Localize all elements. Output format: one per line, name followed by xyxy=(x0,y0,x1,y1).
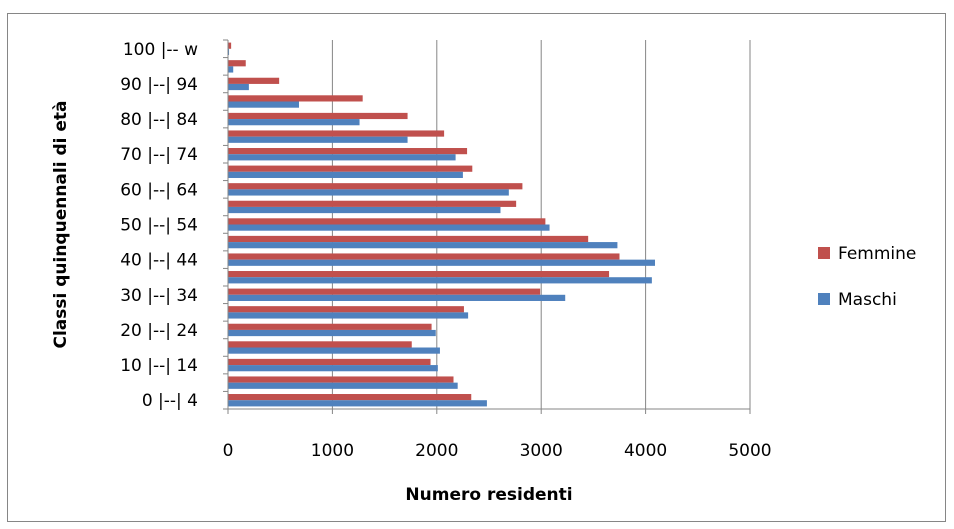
bar-maschi-12 xyxy=(228,189,509,196)
x-tick-label-3000: 3000 xyxy=(520,441,563,461)
bar-maschi-6 xyxy=(228,294,566,301)
x-tick-label-4000: 4000 xyxy=(624,441,667,461)
bar-femmine-8 xyxy=(228,253,620,260)
bar-femmine-2 xyxy=(228,358,431,366)
bar-maschi-0 xyxy=(228,400,487,407)
y-tick-label-8: 40 |--| 44 xyxy=(120,251,198,271)
y-tick-label-0: 0 |--| 4 xyxy=(142,391,198,411)
bar-femmine-14 xyxy=(228,148,468,155)
y-tick-label-4: 20 |--| 24 xyxy=(120,321,198,341)
y-tick-label-14: 70 |--| 74 xyxy=(120,145,198,165)
bar-maschi-7 xyxy=(228,277,652,284)
bar-femmine-3 xyxy=(228,341,412,348)
x-tick-label-5000: 5000 xyxy=(728,441,771,461)
bar-maschi-3 xyxy=(228,347,440,354)
bar-femmine-6 xyxy=(228,288,541,295)
y-tick-label-2: 10 |--| 14 xyxy=(120,356,198,376)
bar-femmine-7 xyxy=(228,271,610,278)
y-tick-label-20: 100 |-- w xyxy=(123,40,198,60)
y-axis-title: Classi quinquennali di età xyxy=(51,100,71,348)
x-tick-label-1000: 1000 xyxy=(311,441,354,461)
legend-label-femmine: Femmine xyxy=(838,244,916,264)
bar-maschi-18 xyxy=(228,83,249,91)
legend-swatch-maschi xyxy=(818,293,830,305)
y-tick-label-18: 90 |--| 94 xyxy=(120,75,198,95)
bar-maschi-8 xyxy=(228,259,655,266)
bar-maschi-10 xyxy=(228,224,550,231)
y-tick-label-6: 30 |--| 34 xyxy=(120,286,198,306)
bar-femmine-19 xyxy=(228,60,246,67)
bar-femmine-10 xyxy=(228,218,546,225)
bar-maschi-1 xyxy=(228,382,458,389)
x-tick-label-0: 0 xyxy=(223,441,234,461)
bar-maschi-17 xyxy=(228,101,299,108)
bar-maschi-13 xyxy=(228,171,463,178)
legend-swatch-femmine xyxy=(818,247,830,259)
bar-maschi-16 xyxy=(228,119,360,126)
bar-femmine-16 xyxy=(228,112,408,120)
y-tick-label-10: 50 |--| 54 xyxy=(120,216,198,236)
bar-maschi-20 xyxy=(228,48,230,55)
bar-maschi-11 xyxy=(228,206,501,214)
bar-femmine-15 xyxy=(228,130,445,137)
bar-femmine-9 xyxy=(228,235,589,243)
bar-femmine-5 xyxy=(228,306,464,313)
bar-femmine-17 xyxy=(228,95,363,102)
bar-femmine-18 xyxy=(228,77,280,84)
bar-maschi-5 xyxy=(228,312,469,319)
bar-femmine-13 xyxy=(228,165,473,172)
x-tick-label-2000: 2000 xyxy=(415,441,458,461)
bar-maschi-4 xyxy=(228,329,436,337)
bar-femmine-12 xyxy=(228,183,523,190)
bar-femmine-20 xyxy=(228,42,232,49)
bar-maschi-14 xyxy=(228,154,456,161)
bar-maschi-2 xyxy=(228,365,438,372)
bar-femmine-1 xyxy=(228,376,454,383)
bar-femmine-0 xyxy=(228,394,472,401)
chart-frame xyxy=(7,13,946,522)
bar-maschi-15 xyxy=(228,136,408,143)
bar-femmine-4 xyxy=(228,323,432,330)
bar-femmine-11 xyxy=(228,200,517,207)
y-tick-label-16: 80 |--| 84 xyxy=(120,110,198,130)
bar-maschi-9 xyxy=(228,242,618,249)
legend-label-maschi: Maschi xyxy=(838,290,897,310)
x-axis-title: Numero residenti xyxy=(405,485,572,505)
bar-maschi-19 xyxy=(228,66,234,73)
y-tick-label-12: 60 |--| 64 xyxy=(120,180,198,200)
